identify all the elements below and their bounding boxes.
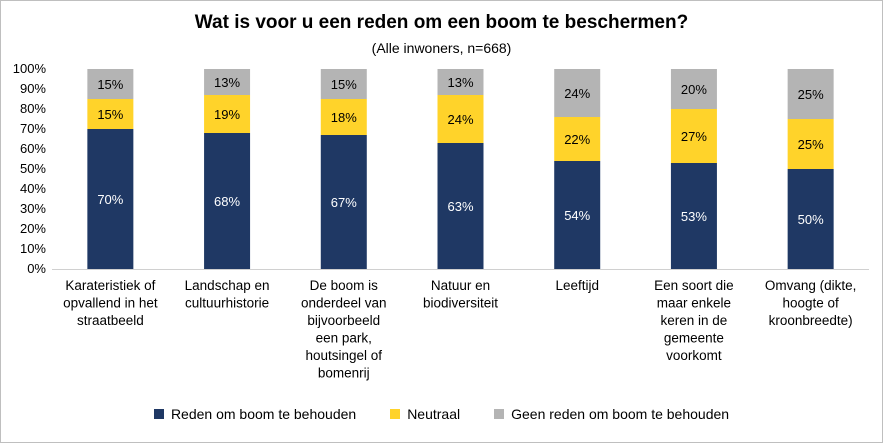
- chart-subtitle: (Alle inwoners, n=668): [371, 40, 512, 56]
- data-label: 53%: [681, 209, 707, 224]
- bar-segment: [437, 69, 484, 95]
- data-label: 70%: [97, 192, 123, 207]
- data-label: 19%: [214, 107, 240, 122]
- legend-swatch-neutraal: [390, 409, 401, 419]
- data-label: 67%: [331, 195, 357, 210]
- y-tick-label: 30%: [20, 201, 46, 216]
- data-label: 27%: [681, 129, 707, 144]
- y-tick-label: 20%: [20, 221, 46, 236]
- legend-label-neutraal: Neutraal: [407, 406, 461, 422]
- y-tick-label: 50%: [20, 161, 46, 176]
- data-label: 24%: [447, 112, 473, 127]
- legend-label-reden: Reden om boom te behouden: [170, 406, 357, 422]
- bar-segment: [554, 117, 601, 161]
- x-tick-label: De boom is onderdeel van bijvoorbeeld een p…: [301, 278, 387, 381]
- bar-segment: [787, 169, 834, 269]
- y-tick-label: 100%: [13, 61, 47, 76]
- bar-segment: [204, 69, 251, 95]
- bar-segment: [87, 129, 134, 269]
- data-label: 13%: [447, 75, 473, 90]
- data-label: 63%: [447, 199, 473, 214]
- data-label: 13%: [214, 75, 240, 90]
- bar-segment: [670, 163, 717, 269]
- data-label: 25%: [798, 137, 824, 152]
- bar-segment: [87, 99, 134, 129]
- data-label: 25%: [798, 87, 824, 102]
- bar-segment: [320, 135, 367, 269]
- x-tick-label: Omvang (dikte, hoogte of kroonbreedte): [765, 278, 857, 328]
- bar-segment: [670, 109, 717, 163]
- legend-swatch-reden: [153, 409, 164, 419]
- bar-segment: [437, 95, 484, 143]
- data-label: 54%: [564, 208, 590, 223]
- bar-segment: [554, 69, 601, 117]
- bar-segment: [787, 69, 834, 119]
- y-tick-label: 0%: [27, 261, 46, 276]
- x-tick-label: Leeftijd: [555, 278, 599, 293]
- data-label: 15%: [97, 77, 123, 92]
- data-label: 50%: [798, 212, 824, 227]
- bar-segment: [204, 133, 251, 269]
- bar-segment: [87, 69, 134, 99]
- stacked-bar-chart: 0% 10% 20% 30% 40% 50% 60% 70% 80% 90% 100% 70% 15% 1…: [13, 61, 869, 381]
- x-tick-label: Karateristiek of opvallend in het straatbe…: [63, 278, 158, 328]
- legend-item-neutraal: Neutraal: [390, 406, 460, 422]
- data-label: 20%: [681, 82, 707, 97]
- legend-item-reden: Reden om boom te behouden: [153, 406, 357, 422]
- x-tick-label: Een soort die maar enkele keren in de gemee…: [654, 278, 734, 363]
- legend: Reden om boom te behouden Neutraal Geen …: [0, 406, 883, 422]
- bar-segment: [204, 95, 251, 133]
- bar-segment: [787, 119, 834, 169]
- x-tick-label: Landschap en cultuurhistorie: [185, 278, 270, 311]
- bar-segment: [554, 161, 601, 269]
- x-tick-label: Natuur en biodiversiteit: [423, 278, 498, 311]
- y-tick-label: 80%: [20, 101, 46, 116]
- data-label: 15%: [331, 77, 357, 92]
- chart-title: Wat is voor u een reden om een boom te b…: [194, 12, 689, 33]
- bar-segment: [320, 99, 367, 135]
- legend-swatch-geen-reden: [494, 409, 505, 419]
- data-label: 68%: [214, 194, 240, 209]
- bar-segment: [670, 69, 717, 109]
- data-label: 24%: [564, 86, 590, 101]
- legend-item-geen-reden: Geen reden om boom te behouden: [494, 406, 729, 422]
- bar-segment: [320, 69, 367, 99]
- data-label: 22%: [564, 132, 590, 147]
- y-tick-label: 10%: [20, 241, 46, 256]
- y-tick-label: 40%: [20, 181, 46, 196]
- data-label: 15%: [97, 107, 123, 122]
- legend-label-geen-reden: Geen reden om boom te behouden: [511, 406, 730, 422]
- data-label: 18%: [331, 110, 357, 125]
- y-tick-label: 60%: [20, 141, 46, 156]
- y-tick-label: 70%: [20, 121, 46, 136]
- bar-segment: [437, 143, 484, 269]
- y-tick-label: 90%: [20, 81, 46, 96]
